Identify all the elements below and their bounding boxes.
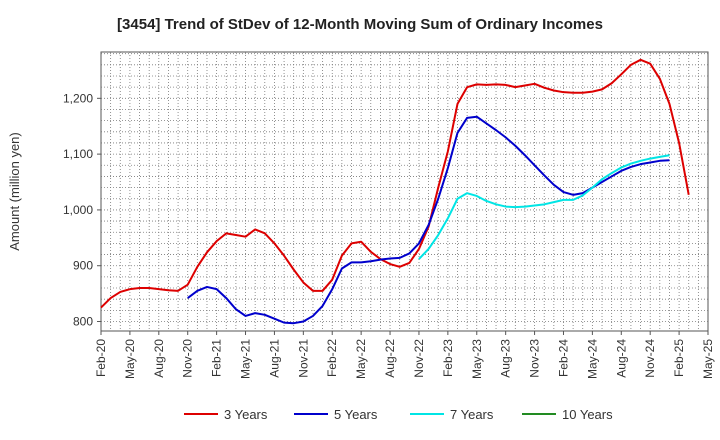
legend-label: 5 Years bbox=[334, 407, 378, 422]
series-line-3-years bbox=[100, 58, 690, 309]
x-tick-label: Feb-25 bbox=[672, 339, 686, 377]
y-tick-label: 800 bbox=[73, 315, 93, 329]
x-tick-label: May-23 bbox=[470, 339, 484, 379]
x-tick-label: Aug-22 bbox=[383, 339, 397, 378]
y-tick-label: 1,000 bbox=[63, 203, 93, 217]
x-tick-label: Nov-21 bbox=[296, 339, 310, 378]
y-tick-label: 1,100 bbox=[63, 147, 93, 161]
x-tick-label: Feb-23 bbox=[441, 339, 455, 377]
chart-title: [3454] Trend of StDev of 12-Month Moving… bbox=[117, 16, 603, 33]
x-tick-label: Nov-20 bbox=[181, 339, 195, 378]
x-tick-label: Aug-21 bbox=[267, 339, 281, 378]
legend-label: 7 Years bbox=[450, 407, 494, 422]
x-tick-label: May-22 bbox=[354, 339, 368, 379]
y-tick-label: 900 bbox=[73, 259, 93, 273]
x-tick-label: May-24 bbox=[585, 339, 599, 379]
legend-label: 10 Years bbox=[562, 407, 613, 422]
y-tick-label: 1,200 bbox=[63, 91, 93, 105]
x-tick-label: Feb-24 bbox=[556, 339, 570, 377]
legend-label: 3 Years bbox=[224, 407, 268, 422]
series-line-7-years bbox=[418, 154, 670, 260]
plot-area bbox=[100, 51, 709, 332]
x-tick-label: Nov-22 bbox=[412, 339, 426, 378]
x-tick-label: Aug-23 bbox=[499, 339, 513, 378]
x-tick-label: Aug-20 bbox=[152, 339, 166, 378]
x-tick-label: May-25 bbox=[701, 339, 715, 379]
x-tick-label: Aug-24 bbox=[614, 339, 628, 378]
y-axis-label: Amount (million yen) bbox=[7, 132, 22, 251]
x-tick-label: Feb-22 bbox=[325, 339, 339, 377]
x-tick-label: May-20 bbox=[123, 339, 137, 379]
x-tick-label: Feb-21 bbox=[210, 339, 224, 377]
x-tick-label: Nov-24 bbox=[643, 339, 657, 378]
x-tick-label: Nov-23 bbox=[528, 339, 542, 378]
x-tick-label: Feb-20 bbox=[94, 339, 108, 377]
x-tick-label: May-21 bbox=[239, 339, 253, 379]
